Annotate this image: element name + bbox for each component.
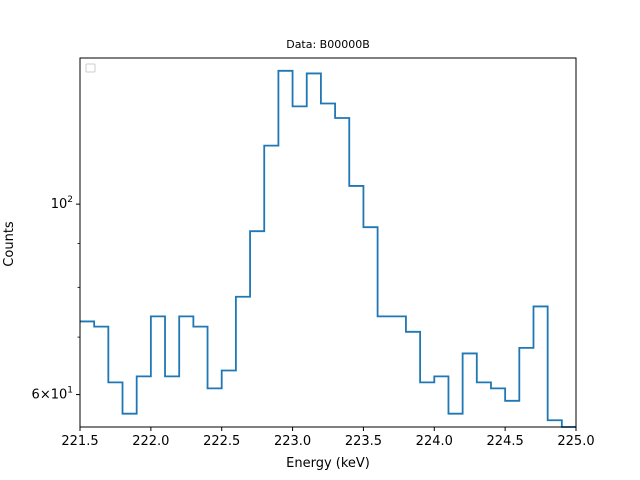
x-tick-label: 222.0: [132, 434, 169, 449]
x-tick-label: 223.5: [345, 434, 382, 449]
y-tick-label: 102: [51, 195, 73, 212]
y-axis: 6×101 102: [32, 195, 80, 403]
x-axis: 221.5 222.0 222.5 223.0 223.5 224.0 224.5 225.0: [61, 427, 595, 449]
x-tick-label: 224.5: [487, 434, 524, 449]
x-tick-label: 225.0: [557, 434, 594, 449]
x-tick-label: 222.5: [203, 434, 240, 449]
x-tick-label: 223.0: [274, 434, 311, 449]
series-0-step-line: [80, 69, 576, 428]
x-tick-label: 221.5: [61, 434, 98, 449]
axes-frame: [79, 57, 577, 428]
y-tick-label: 6×101: [32, 386, 73, 403]
x-axis-label: Energy (keV): [286, 456, 370, 471]
legend-box: [85, 63, 96, 73]
x-tick-label: 224.0: [416, 434, 453, 449]
plot-area: [79, 57, 577, 428]
y-axis-label: Counts: [2, 221, 17, 267]
chart-title: Data: B00000B: [286, 38, 370, 51]
